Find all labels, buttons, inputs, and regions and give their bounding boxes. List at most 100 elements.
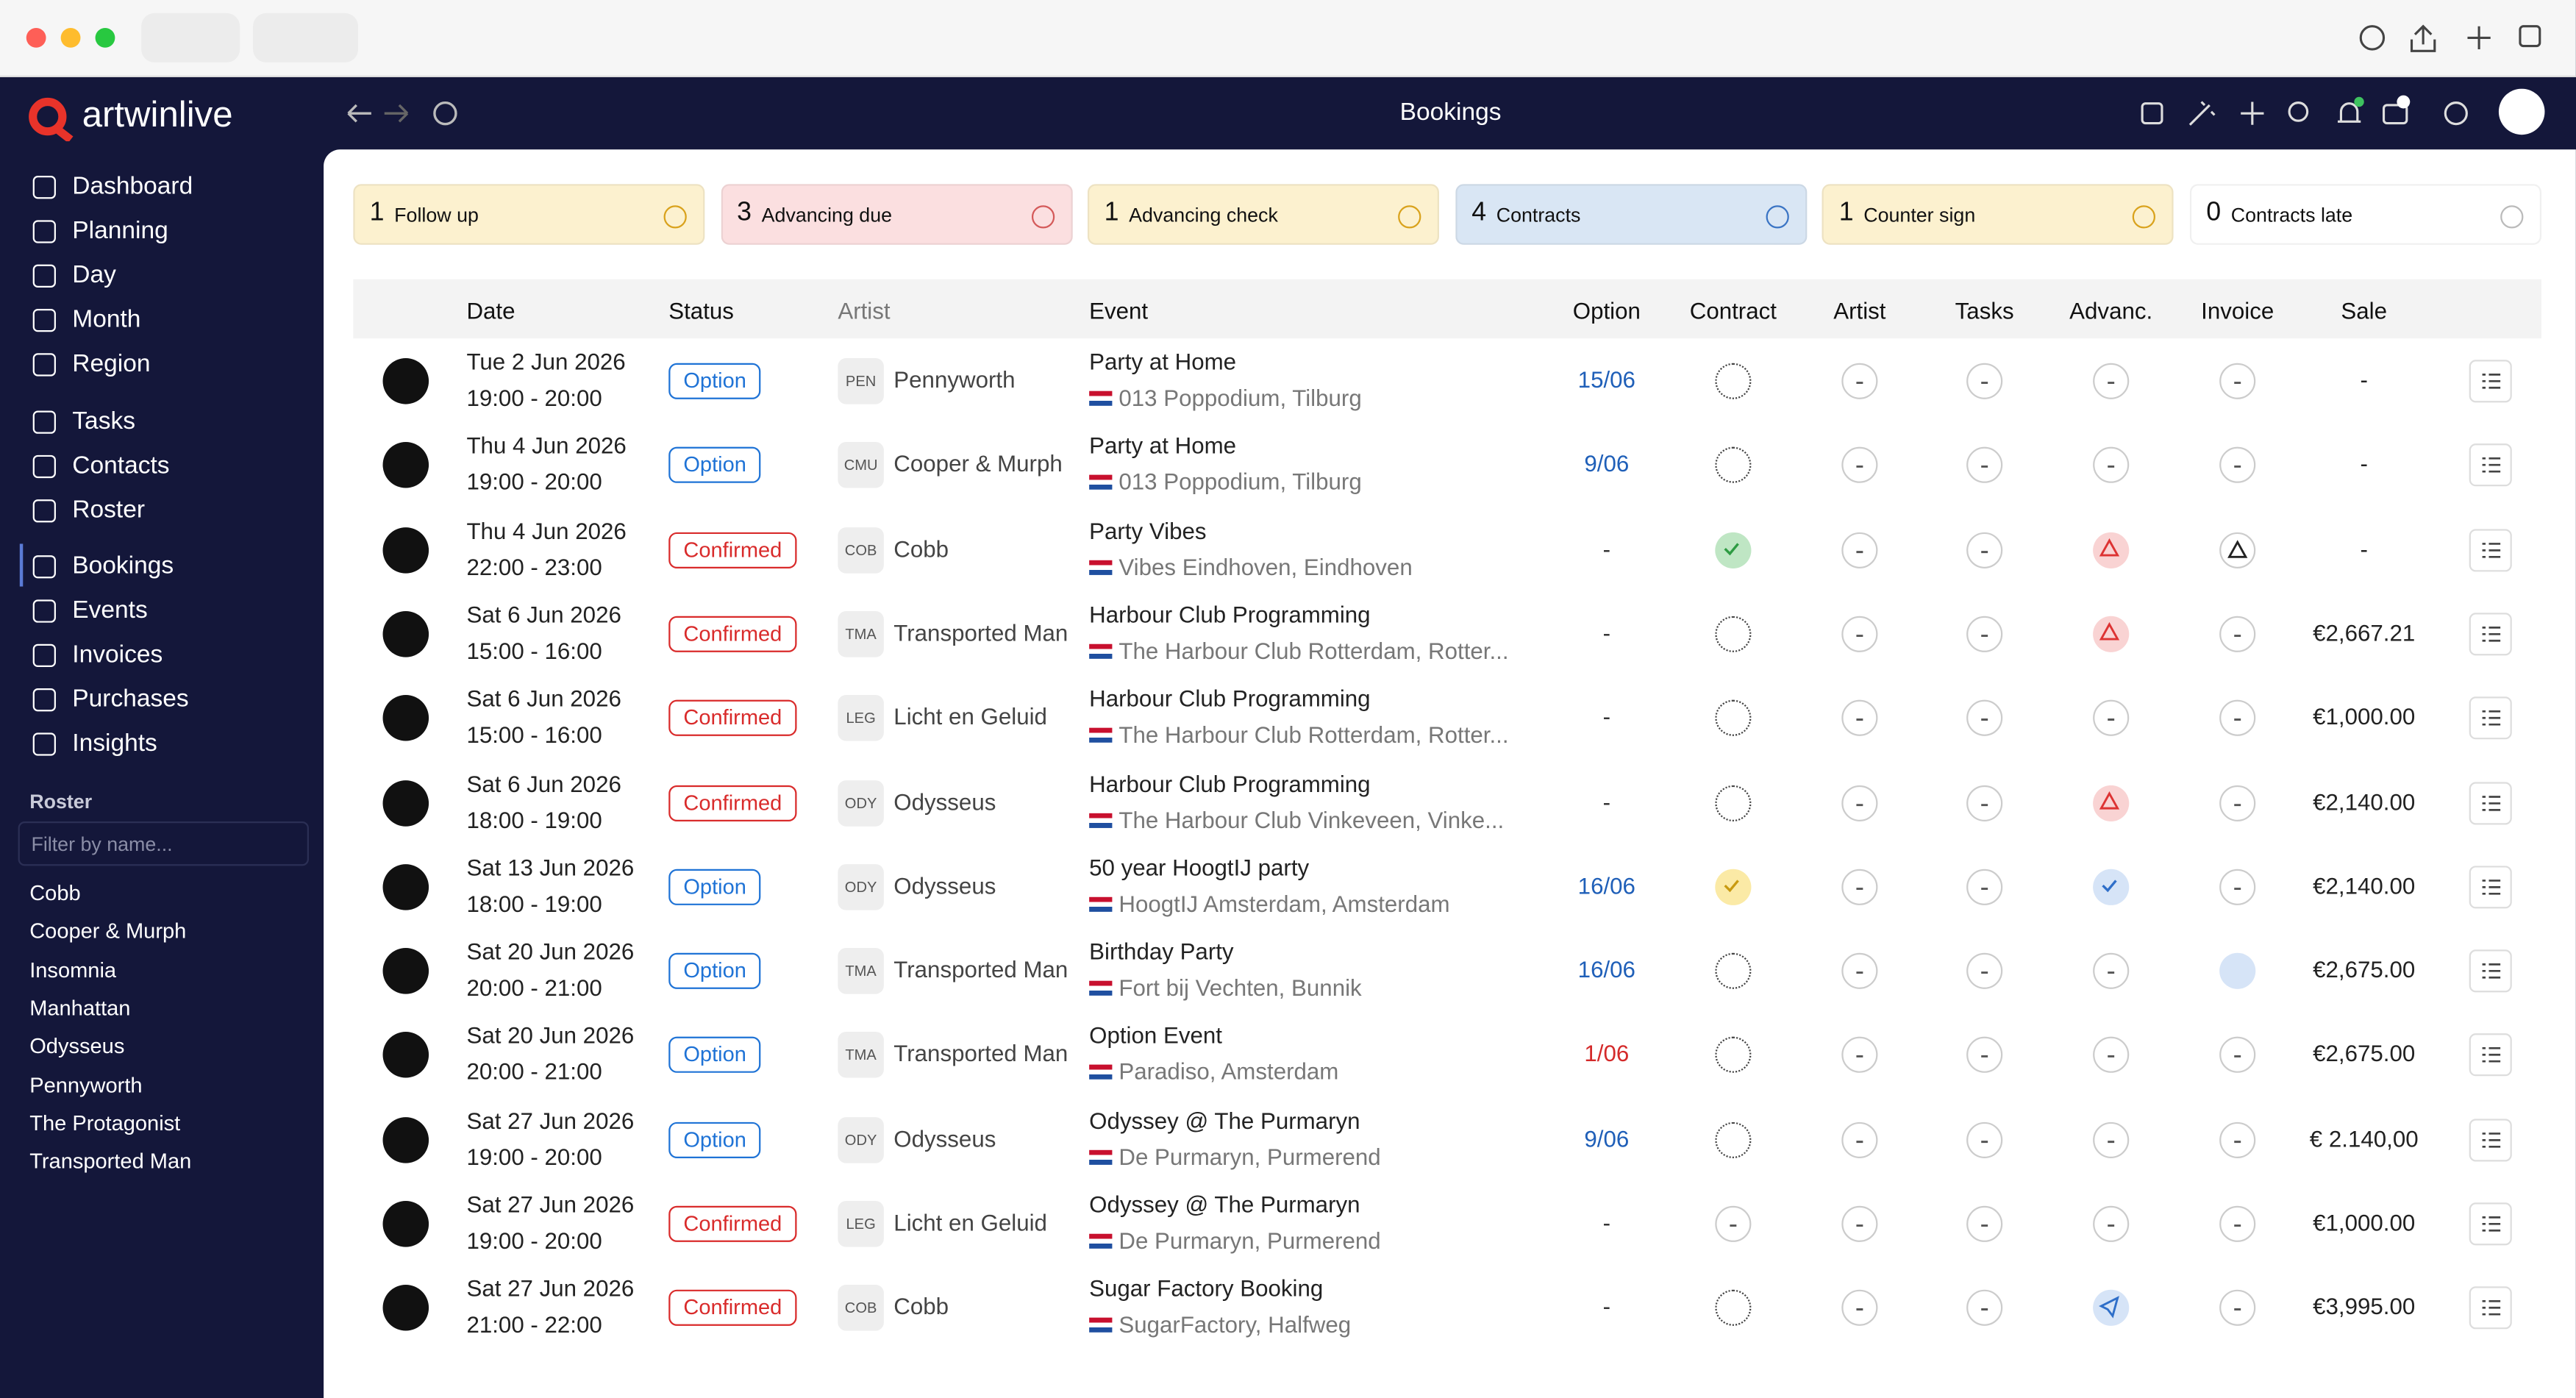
minimize-button[interactable] [60,27,81,48]
status-icon[interactable] [2093,531,2130,568]
status-icon[interactable] [2219,447,2256,484]
status-icon[interactable] [2093,1037,2130,1074]
sidebar-toggle[interactable] [141,13,240,63]
status-icon[interactable] [2219,616,2256,652]
status-icon[interactable] [2219,1205,2256,1242]
status-icon[interactable] [2219,784,2256,821]
nav-item[interactable]: Tasks [29,406,309,442]
nav-item[interactable]: Insights [29,728,309,764]
notifications-icon[interactable] [2337,102,2361,123]
status-icon[interactable] [1841,1290,1878,1327]
status-icon[interactable] [1966,1037,2003,1074]
nav-item[interactable]: Planning [29,215,309,252]
nav-item[interactable]: Invoices [29,639,309,675]
status-icon[interactable] [1841,952,1878,990]
status-icon[interactable] [2093,363,2130,399]
nav-item[interactable]: Day [29,260,309,296]
inbox-icon[interactable] [2382,104,2408,125]
roster-name[interactable]: Cobb [29,880,81,905]
status-icon[interactable] [2219,1290,2256,1327]
status-icon[interactable] [1841,616,1878,652]
status-icon[interactable] [1841,1205,1878,1242]
status-icon[interactable] [2219,869,2256,905]
status-icon[interactable] [1966,1121,2003,1158]
status-icon[interactable] [2093,952,2130,990]
status-icon[interactable] [2219,1121,2256,1158]
status-icon[interactable] [2219,531,2256,568]
status-icon[interactable] [2093,1290,2130,1327]
status-icon[interactable] [1841,1037,1878,1074]
status-icon[interactable] [1715,1205,1752,1242]
status-icon[interactable] [1715,531,1752,568]
status-icon[interactable] [1966,869,2003,905]
status-icon[interactable] [1841,784,1878,821]
summary-card[interactable]: 1 Counter sign [1822,184,2174,245]
summary-card[interactable]: 0 Contracts late [2189,184,2541,245]
roster-name[interactable]: Odysseus [29,1033,125,1059]
status-icon[interactable] [1966,952,2003,990]
nav-item[interactable]: Month [29,304,309,340]
roster-name[interactable]: Pennyworth [29,1071,143,1097]
status-icon[interactable] [1966,447,2003,484]
status-icon[interactable] [1715,1290,1752,1327]
status-icon[interactable] [1715,616,1752,652]
roster-name[interactable]: Cooper & Murph [29,919,187,944]
nav-item[interactable]: Bookings [29,550,309,586]
status-icon[interactable] [1715,869,1752,905]
status-icon[interactable] [1966,700,2003,737]
row-menu[interactable] [2469,1286,2512,1330]
help-icon[interactable] [2444,101,2468,126]
status-icon[interactable] [2093,1205,2130,1242]
row-menu[interactable] [2469,1034,2512,1077]
status-icon[interactable] [1966,1290,2003,1327]
row-menu[interactable] [2469,949,2512,993]
status-icon[interactable] [1715,700,1752,737]
row-menu[interactable] [2469,1118,2512,1161]
status-icon[interactable] [1966,531,2003,568]
row-menu[interactable] [2469,443,2512,487]
status-icon[interactable] [2219,952,2256,990]
status-icon[interactable] [2093,869,2130,905]
new-tab-icon[interactable] [2467,26,2491,50]
status-icon[interactable] [2093,700,2130,737]
row-menu[interactable] [2469,613,2512,656]
zoom-button[interactable] [95,27,115,48]
status-icon[interactable] [1966,1205,2003,1242]
add-icon[interactable] [2241,101,2264,125]
status-icon[interactable] [1841,447,1878,484]
status-icon[interactable] [1966,363,2003,399]
status-icon[interactable] [2219,363,2256,399]
status-icon[interactable] [1966,784,2003,821]
status-icon[interactable] [2093,616,2130,652]
roster-name[interactable]: The Protagonist [29,1110,181,1135]
nav-item[interactable]: Purchases [29,683,309,719]
status-icon[interactable] [1715,1037,1752,1074]
status-icon[interactable] [1715,1121,1752,1158]
status-icon[interactable] [2219,700,2256,737]
status-icon[interactable] [1841,1121,1878,1158]
history-icon[interactable] [433,101,457,126]
roster-name[interactable]: Transported Man [29,1148,192,1174]
nav-item[interactable]: Region [29,349,309,385]
row-menu[interactable] [2469,696,2512,740]
nav-item[interactable]: Contacts [29,450,309,486]
magic-icon[interactable] [2188,101,2216,126]
history-buttons[interactable] [253,13,359,63]
row-menu[interactable] [2469,1202,2512,1246]
summary-card[interactable]: 3 Advancing due [720,184,1072,245]
nav-item[interactable]: Roster [29,494,309,530]
calendar-icon[interactable] [2141,102,2163,125]
status-icon[interactable] [2093,784,2130,821]
tabs-icon[interactable] [2519,25,2541,48]
roster-filter[interactable]: Filter by name... [18,821,309,866]
download-icon[interactable] [2359,25,2386,51]
status-icon[interactable] [1841,531,1878,568]
row-menu[interactable] [2469,360,2512,403]
user-avatar[interactable] [2498,88,2545,135]
nav-item[interactable]: Dashboard [29,171,309,207]
status-icon[interactable] [1841,869,1878,905]
status-icon[interactable] [2093,447,2130,484]
back-icon[interactable] [347,104,371,123]
status-icon[interactable] [2219,1037,2256,1074]
row-menu[interactable] [2469,865,2512,908]
